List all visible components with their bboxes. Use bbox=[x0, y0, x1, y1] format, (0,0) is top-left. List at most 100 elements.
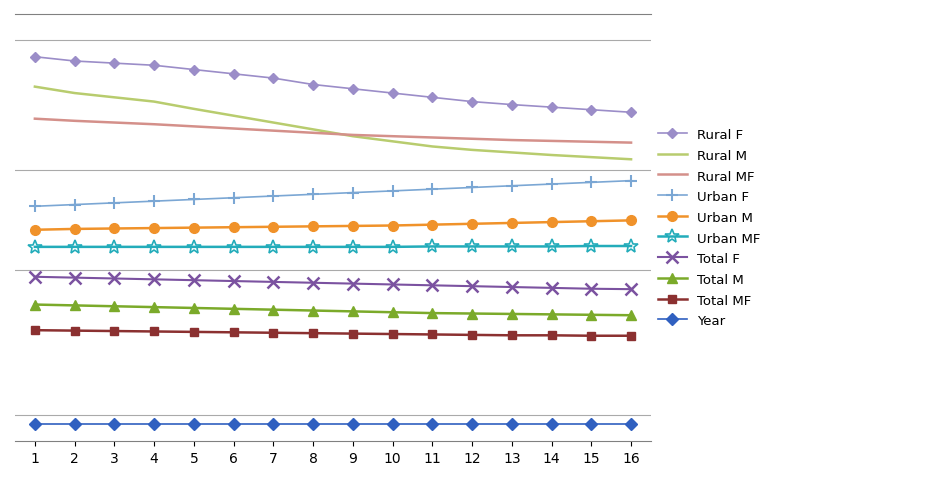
Total MF bbox=[546, 333, 557, 338]
Urban F bbox=[268, 194, 279, 200]
Urban MF bbox=[347, 244, 358, 250]
Rural M bbox=[29, 84, 40, 90]
Year bbox=[427, 421, 438, 427]
Urban F bbox=[625, 179, 636, 184]
Total M bbox=[507, 312, 518, 317]
Urban F bbox=[387, 189, 399, 194]
Urban MF bbox=[427, 244, 438, 250]
Rural MF bbox=[625, 141, 636, 146]
Urban MF bbox=[507, 244, 518, 250]
Total F bbox=[307, 280, 319, 286]
Rural M bbox=[466, 148, 478, 154]
Total MF bbox=[387, 332, 399, 337]
Rural M bbox=[347, 134, 358, 140]
Urban MF bbox=[149, 244, 160, 250]
Rural MF bbox=[109, 120, 120, 126]
Rural F bbox=[586, 108, 597, 113]
Year bbox=[347, 421, 358, 427]
Urban M bbox=[149, 226, 160, 231]
Rural MF bbox=[387, 134, 399, 140]
Year bbox=[546, 421, 557, 427]
Rural F bbox=[69, 59, 80, 65]
Urban M bbox=[29, 228, 40, 233]
Total MF bbox=[507, 333, 518, 338]
Rural MF bbox=[546, 139, 557, 144]
Rural M bbox=[387, 139, 399, 145]
Urban M bbox=[307, 224, 319, 230]
Urban MF bbox=[228, 244, 240, 250]
Urban F bbox=[466, 185, 478, 191]
Total F bbox=[625, 287, 636, 292]
Urban M bbox=[546, 220, 557, 226]
Total F bbox=[546, 286, 557, 291]
Total MF bbox=[149, 329, 160, 335]
Total MF bbox=[29, 328, 40, 334]
Total F bbox=[347, 281, 358, 287]
Year bbox=[507, 421, 518, 427]
Total F bbox=[586, 286, 597, 292]
Urban M bbox=[625, 218, 636, 224]
Total F bbox=[109, 276, 120, 282]
Total M bbox=[228, 306, 240, 312]
Total M bbox=[347, 309, 358, 314]
Total MF bbox=[268, 330, 279, 336]
Rural F bbox=[29, 55, 40, 60]
Rural MF bbox=[69, 119, 80, 124]
Urban F bbox=[507, 183, 518, 189]
Urban F bbox=[109, 201, 120, 206]
Total M bbox=[466, 311, 478, 317]
Rural F bbox=[347, 87, 358, 93]
Rural F bbox=[228, 72, 240, 78]
Total MF bbox=[109, 328, 120, 334]
Rural MF bbox=[427, 135, 438, 141]
Total F bbox=[188, 278, 199, 284]
Line: Urban F: Urban F bbox=[29, 176, 636, 212]
Legend: Rural F, Rural M, Rural MF, Urban F, Urban M, Urban MF, Total F, Total M, Total : Rural F, Rural M, Rural MF, Urban F, Urb… bbox=[658, 129, 760, 328]
Year bbox=[466, 421, 478, 427]
Urban F bbox=[69, 202, 80, 208]
Urban F bbox=[29, 204, 40, 210]
Rural F bbox=[507, 103, 518, 108]
Line: Rural MF: Rural MF bbox=[35, 120, 631, 144]
Rural F bbox=[387, 91, 399, 97]
Total F bbox=[29, 274, 40, 280]
Year bbox=[69, 421, 80, 427]
Line: Urban M: Urban M bbox=[30, 216, 636, 235]
Urban MF bbox=[268, 244, 279, 250]
Year bbox=[586, 421, 597, 427]
Year bbox=[307, 421, 319, 427]
Year bbox=[625, 421, 636, 427]
Total MF bbox=[625, 333, 636, 339]
Line: Total M: Total M bbox=[30, 300, 636, 321]
Year bbox=[268, 421, 279, 427]
Rural MF bbox=[507, 138, 518, 144]
Urban M bbox=[228, 225, 240, 230]
Total MF bbox=[228, 330, 240, 336]
Urban MF bbox=[307, 244, 319, 250]
Rural MF bbox=[307, 131, 319, 136]
Urban MF bbox=[109, 244, 120, 250]
Year bbox=[29, 421, 40, 427]
Year bbox=[149, 421, 160, 427]
Total M bbox=[546, 312, 557, 318]
Urban M bbox=[466, 221, 478, 227]
Urban F bbox=[347, 190, 358, 196]
Urban F bbox=[307, 192, 319, 198]
Rural MF bbox=[347, 133, 358, 139]
Urban M bbox=[268, 225, 279, 230]
Urban F bbox=[188, 197, 199, 203]
Total M bbox=[268, 307, 279, 313]
Total MF bbox=[347, 331, 358, 337]
Urban MF bbox=[29, 244, 40, 250]
Urban M bbox=[427, 222, 438, 228]
Rural M bbox=[427, 144, 438, 150]
Urban M bbox=[347, 224, 358, 229]
Total MF bbox=[427, 332, 438, 337]
Rural F bbox=[109, 61, 120, 67]
Urban MF bbox=[387, 244, 399, 250]
Total MF bbox=[466, 332, 478, 338]
Total M bbox=[29, 302, 40, 308]
Rural MF bbox=[228, 126, 240, 132]
Rural M bbox=[586, 155, 597, 161]
Urban MF bbox=[188, 244, 199, 250]
